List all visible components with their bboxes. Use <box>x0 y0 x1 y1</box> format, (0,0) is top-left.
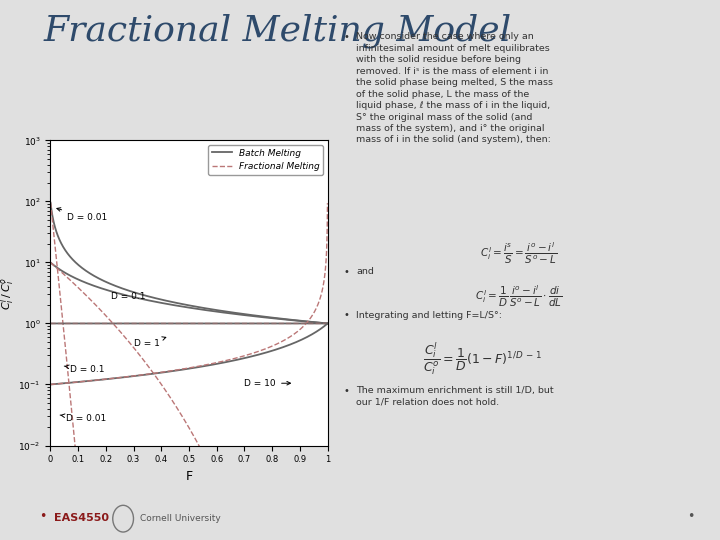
Y-axis label: $C_i^l\,/\,C_i^o$: $C_i^l\,/\,C_i^o$ <box>0 276 17 309</box>
Text: •: • <box>343 386 349 396</box>
X-axis label: F: F <box>186 470 192 483</box>
Text: D = 0.01: D = 0.01 <box>60 414 106 423</box>
Text: Integrating and letting F=L/S°:: Integrating and letting F=L/S°: <box>356 310 503 320</box>
Text: $C_i^l = \dfrac{1}{D}\,\dfrac{i^o - i^l}{S^o - L}\cdot\dfrac{di}{dL}$: $C_i^l = \dfrac{1}{D}\,\dfrac{i^o - i^l}… <box>474 284 562 309</box>
Text: D = 0.01: D = 0.01 <box>57 208 107 222</box>
Text: D = 1: D = 1 <box>134 337 166 348</box>
Text: D = 10: D = 10 <box>245 379 290 388</box>
Text: Cornell University: Cornell University <box>140 514 221 523</box>
Text: •: • <box>688 510 695 523</box>
Text: •: • <box>343 310 349 321</box>
Text: Fractional Melting Model: Fractional Melting Model <box>43 14 511 48</box>
Text: EAS4550: EAS4550 <box>54 512 109 523</box>
Text: and: and <box>356 267 374 276</box>
Text: D = 0.1: D = 0.1 <box>112 292 146 301</box>
Text: The maximum enrichment is still 1/D, but
our 1/F relation does not hold.: The maximum enrichment is still 1/D, but… <box>356 386 554 407</box>
Text: Now consider the case where only an
infinitesimal amount of melt equilibrates
wi: Now consider the case where only an infi… <box>356 32 554 145</box>
Text: •: • <box>343 267 349 278</box>
Text: •: • <box>40 510 47 523</box>
Text: D = 0.1: D = 0.1 <box>64 365 104 374</box>
Text: $C_i^l = \dfrac{i^s}{S} = \dfrac{i^o - i^l}{S^o - L}$: $C_i^l = \dfrac{i^s}{S} = \dfrac{i^o - i… <box>480 240 557 266</box>
Text: $\dfrac{C_i^l}{C_i^o} = \dfrac{1}{D}(1-F)^{1/D\,-\,1}$: $\dfrac{C_i^l}{C_i^o} = \dfrac{1}{D}(1-F… <box>423 340 542 377</box>
Text: •: • <box>343 32 349 43</box>
Legend: Batch Melting, Fractional Melting: Batch Melting, Fractional Melting <box>208 145 323 174</box>
